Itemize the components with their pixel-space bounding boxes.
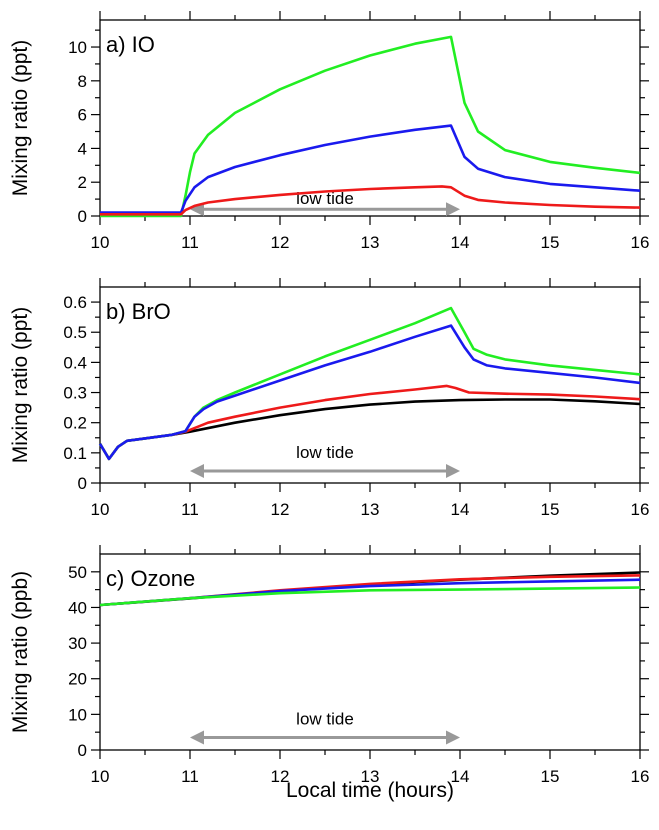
series-line-1 [100, 35, 641, 218]
series-line-1 [98, 398, 641, 461]
low-tide-label: low tide [296, 443, 354, 462]
arrowhead-right-icon [446, 463, 460, 478]
y-tick-label: 50 [68, 563, 87, 582]
x-tick-label: 11 [181, 767, 199, 786]
x-tick-label: 16 [631, 767, 650, 786]
arrowhead-left-icon [190, 202, 204, 217]
y-tick-label: 2 [78, 173, 87, 192]
x-tick-label: 13 [361, 767, 380, 786]
panel-1: 10 11 12 13 14 15 16 0 2 4 6 8 10 Mixing ratio (ppt) a… [9, 11, 649, 252]
y-tick-label: 0.4 [63, 353, 87, 372]
y-tick-label: 0 [78, 741, 87, 760]
x-tick-label: 15 [541, 233, 560, 252]
y-tick-label: 10 [68, 705, 87, 724]
arrowhead-left-icon [190, 730, 204, 745]
panel-2: 10 11 12 13 14 15 16 0 0.1 0.2 0.3 0.4 0.5 0.6 Mixing … [9, 278, 649, 519]
x-tick-label: 11 [181, 500, 199, 519]
y-tick-label: 0.2 [63, 414, 87, 433]
series-line-3 [98, 306, 641, 461]
x-tick-label: 10 [91, 500, 110, 519]
x-tick-label: 13 [361, 233, 380, 252]
series-line-2 [98, 384, 641, 461]
y-tick-label: 40 [68, 598, 87, 617]
x-tick-label: 10 [91, 233, 110, 252]
x-tick-label: 11 [181, 233, 199, 252]
x-tick-label: 12 [271, 767, 290, 786]
plot-frame [99, 286, 641, 484]
x-tick-label: 16 [631, 500, 650, 519]
panel-label: a) IO [106, 32, 155, 57]
y-tick-label: 0.5 [63, 323, 87, 342]
y-axis-title: Mixing ratio (ppt) [9, 307, 32, 463]
series-line-3 [100, 185, 641, 216]
y-tick-label: 0 [78, 207, 87, 226]
x-axis-title: Local time (hours) [286, 779, 454, 802]
panel-label: c) Ozone [106, 566, 195, 591]
panel-label: b) BrO [106, 299, 171, 324]
y-tick-label: 6 [78, 106, 87, 125]
y-tick-label: 0.3 [63, 384, 87, 403]
series-line-2 [100, 124, 641, 214]
y-tick-label: 4 [78, 139, 87, 158]
x-tick-label: 12 [271, 233, 290, 252]
series-line-4 [99, 586, 641, 607]
x-tick-label: 16 [631, 233, 650, 252]
arrowhead-right-icon [446, 730, 460, 745]
x-tick-label: 15 [541, 767, 560, 786]
x-tick-label: 14 [451, 233, 470, 252]
x-tick-label: 13 [361, 500, 380, 519]
x-tick-label: 10 [91, 767, 110, 786]
y-tick-label: 10 [68, 38, 87, 57]
y-axis-title: Mixing ratio (ppt) [9, 40, 32, 196]
series-line-4 [98, 324, 641, 461]
plot-frame [99, 19, 641, 217]
x-tick-label: 14 [451, 500, 470, 519]
y-tick-label: 20 [68, 670, 87, 689]
y-tick-label: 0.1 [63, 444, 87, 463]
arrowhead-left-icon [190, 463, 204, 478]
y-axis-title: Mixing ratio (ppb) [9, 571, 32, 733]
y-tick-label: 0.6 [63, 293, 87, 312]
y-tick-label: 8 [78, 72, 87, 91]
arrowhead-right-icon [446, 202, 460, 217]
x-tick-label: 12 [271, 500, 290, 519]
y-tick-label: 30 [68, 634, 87, 653]
x-tick-label: 15 [541, 500, 560, 519]
x-tick-label: 14 [451, 767, 470, 786]
low-tide-label: low tide [296, 710, 354, 729]
y-tick-label: 0 [78, 474, 87, 493]
